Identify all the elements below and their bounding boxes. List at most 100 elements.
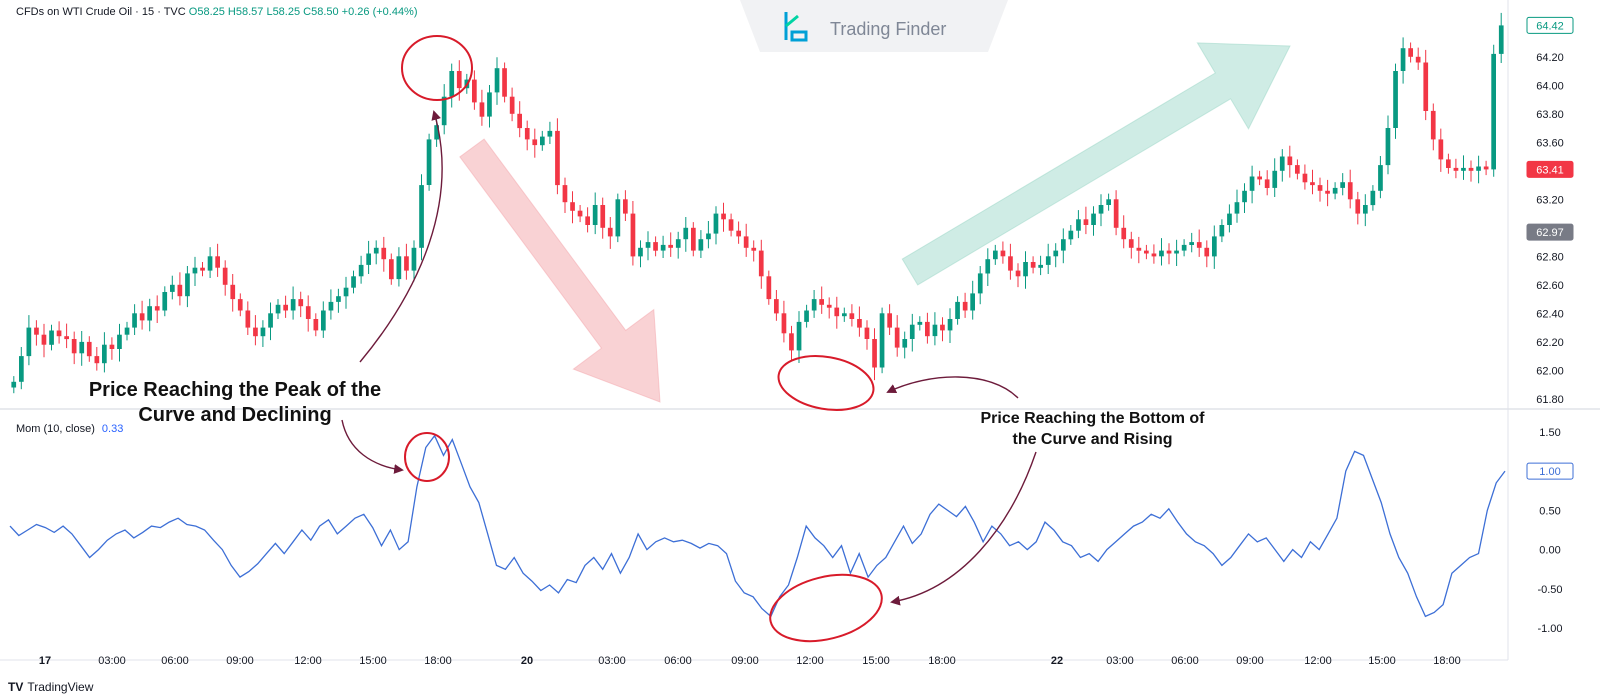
candle [132, 304, 137, 335]
candle-body [1325, 190, 1330, 194]
candle [215, 243, 220, 277]
momentum-tick-label: -0.50 [1537, 584, 1562, 596]
candle [736, 221, 741, 244]
symbol-title[interactable]: CFDs on WTI Crude Oil · 15 · TVC [16, 6, 186, 18]
candle-body [993, 250, 998, 260]
current-price-label: 62.97 [1526, 223, 1574, 241]
candle-body [917, 321, 923, 325]
candle-body [1446, 159, 1451, 168]
candle-body [56, 330, 62, 337]
candle [298, 291, 304, 318]
time-tick-label: 03:00 [598, 655, 626, 667]
peak-callout-arrow [359, 110, 443, 363]
candle [1453, 158, 1459, 179]
candle-body [1310, 182, 1315, 186]
candle-body [1370, 190, 1376, 206]
price-axis[interactable]: 61.8062.0062.2062.4062.6062.8063.0063.20… [1526, 16, 1574, 406]
candle-body [177, 284, 183, 297]
candle [1249, 165, 1255, 204]
candle-body [1400, 48, 1406, 71]
candle [706, 221, 711, 249]
candle [1023, 251, 1028, 289]
candle-body [1151, 253, 1157, 257]
candle [200, 262, 205, 277]
candle [456, 60, 462, 101]
candle-body [517, 113, 522, 129]
peak-highlight-circle [401, 35, 473, 101]
candle [1363, 194, 1368, 227]
candle-body [49, 330, 54, 345]
candle-body [1242, 190, 1247, 203]
candle [26, 315, 32, 366]
candle-body [1295, 165, 1300, 174]
candle-body [509, 96, 515, 114]
momentum-tick-label: 0.50 [1539, 505, 1560, 517]
candle [177, 272, 183, 306]
candle [283, 295, 288, 318]
candle [645, 231, 651, 261]
candle [321, 301, 326, 338]
candle [532, 128, 538, 158]
momentum-label[interactable]: Mom (10, close) [16, 423, 95, 435]
momentum-series [9, 434, 1506, 618]
candle [290, 286, 296, 320]
candle [879, 307, 885, 374]
candle-body [728, 219, 734, 231]
price-tick-label: 63.20 [1536, 194, 1564, 206]
candle-body [1272, 170, 1278, 188]
time-tick-label: 12:00 [796, 655, 824, 667]
last-price-label-text: 63.41 [1536, 164, 1564, 176]
candle [1113, 190, 1119, 236]
candle [117, 323, 122, 362]
candle [517, 101, 522, 138]
candle-body [1212, 236, 1217, 257]
candle [1227, 204, 1232, 233]
candle-body [426, 139, 432, 185]
candle [11, 376, 17, 394]
tradingview-footer[interactable]: TV TradingView [8, 680, 93, 694]
time-tick-label: 06:00 [161, 655, 189, 667]
time-tick-label: 09:00 [226, 655, 254, 667]
candle-body [419, 185, 424, 248]
candle-body [298, 299, 304, 307]
candle-body [328, 301, 334, 311]
candle-body [781, 313, 787, 334]
candle [1068, 225, 1074, 245]
candlestick-series [11, 12, 1504, 394]
price-tick-label: 62.40 [1536, 308, 1564, 320]
candle [275, 299, 281, 319]
candle-body [1355, 199, 1361, 214]
candle-body [487, 92, 492, 117]
candle-body [1159, 250, 1164, 257]
candle-body [200, 267, 205, 271]
momentum-axis[interactable]: -1.00-0.500.000.501.001.501.00 [1526, 427, 1574, 635]
tradingview-brand: TradingView [27, 680, 94, 694]
time-axis[interactable]: 17 03:00 06:00 09:00 12:00 15:00 18:00 20 03:00 0… [39, 655, 1461, 667]
candle [411, 240, 417, 282]
candle [1415, 47, 1421, 70]
momentum-legend[interactable]: Mom (10, close) 0.33 [16, 423, 123, 435]
candle [1264, 170, 1270, 196]
candle-body [894, 327, 900, 348]
candle-body [351, 276, 356, 288]
candle [1242, 183, 1247, 213]
candle-body [857, 319, 862, 328]
watermark-badge [740, 0, 1008, 52]
candle [970, 280, 975, 320]
candle [623, 190, 628, 221]
candle-body [834, 307, 840, 317]
candle [826, 297, 832, 319]
candle [56, 321, 62, 344]
candle-body [185, 273, 190, 297]
candle [864, 320, 870, 350]
candle [102, 332, 107, 373]
candle-body [479, 102, 485, 117]
candle [1408, 42, 1413, 63]
candle-body [1166, 250, 1172, 254]
candle [698, 230, 704, 258]
symbol-legend[interactable]: CFDs on WTI Crude Oil · 15 · TVC O58.25 … [16, 6, 418, 18]
candle [1189, 232, 1194, 253]
momentum-peak-circle [404, 432, 450, 482]
candle [743, 223, 749, 257]
candle-body [215, 256, 220, 268]
